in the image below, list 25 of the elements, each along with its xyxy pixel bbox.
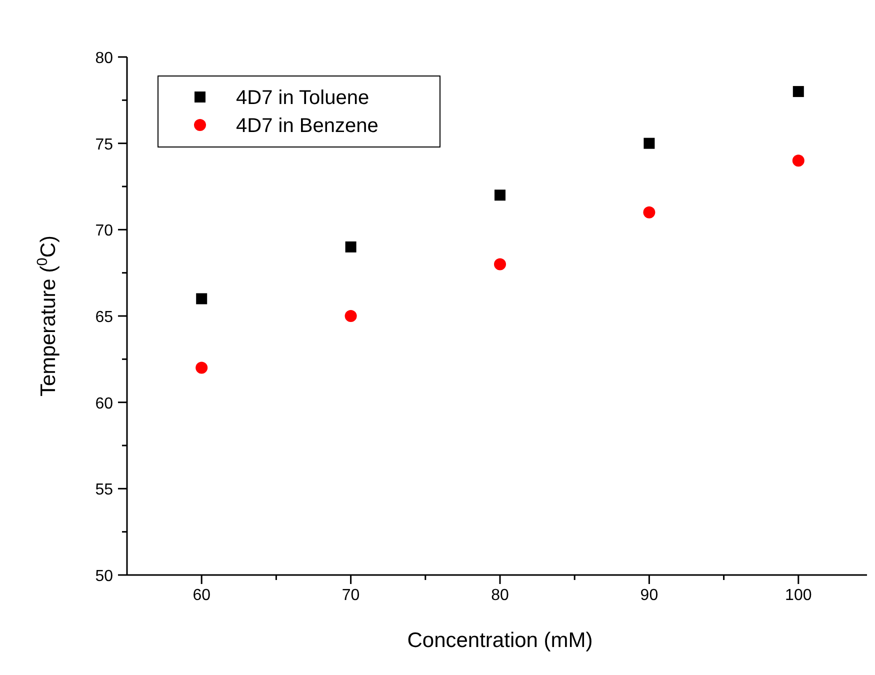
legend-label: 4D7 in Benzene: [236, 115, 378, 137]
point: [494, 190, 506, 201]
point: [345, 241, 356, 252]
y-tick-label: 60: [95, 395, 114, 412]
x-tick-label: 60: [192, 587, 211, 604]
y-tick-label: 50: [95, 568, 114, 585]
point: [792, 154, 804, 167]
point: [196, 293, 208, 304]
point: [196, 362, 208, 374]
legend-label: 4D7 in Toluene: [236, 87, 370, 109]
y-tick-label: 80: [95, 50, 114, 67]
x-tick-label: 80: [491, 587, 509, 604]
y-tick-label: 55: [95, 482, 114, 499]
y-tick-label: 65: [95, 309, 114, 326]
point: [344, 310, 357, 322]
x-axis-title: Concentration (mM): [407, 629, 593, 652]
point: [792, 86, 804, 98]
y-tick-label: 70: [95, 222, 114, 240]
point: [643, 206, 656, 218]
y-tick-label: 75: [95, 136, 114, 154]
x-tick-label: 100: [785, 587, 812, 604]
point: [644, 138, 655, 149]
x-tick-label: 70: [342, 587, 360, 604]
point: [494, 258, 506, 270]
x-tick-label: 90: [640, 587, 658, 604]
